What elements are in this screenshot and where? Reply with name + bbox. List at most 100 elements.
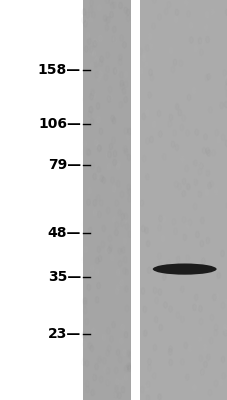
Circle shape — [93, 209, 96, 216]
Circle shape — [168, 349, 171, 355]
Circle shape — [91, 328, 95, 334]
Circle shape — [173, 16, 177, 22]
Circle shape — [202, 344, 206, 350]
Circle shape — [86, 32, 89, 39]
Circle shape — [116, 163, 119, 170]
Circle shape — [127, 128, 131, 134]
Circle shape — [198, 306, 201, 312]
Circle shape — [112, 159, 116, 166]
Circle shape — [179, 267, 182, 273]
Circle shape — [191, 88, 195, 94]
Circle shape — [215, 294, 218, 300]
Circle shape — [170, 141, 174, 148]
Circle shape — [168, 48, 172, 54]
Circle shape — [99, 128, 102, 134]
Circle shape — [95, 258, 99, 264]
Circle shape — [206, 150, 210, 156]
Circle shape — [195, 231, 198, 238]
Circle shape — [222, 324, 226, 331]
Circle shape — [118, 2, 122, 9]
Circle shape — [141, 55, 145, 62]
Circle shape — [205, 148, 209, 154]
Circle shape — [180, 156, 183, 162]
Circle shape — [113, 150, 116, 157]
Circle shape — [139, 200, 143, 206]
Circle shape — [94, 140, 98, 146]
Circle shape — [83, 140, 86, 147]
Text: 23—: 23— — [47, 328, 81, 342]
Circle shape — [188, 22, 192, 28]
Circle shape — [92, 50, 95, 57]
Bar — [83, 0, 131, 400]
Circle shape — [146, 240, 149, 247]
Circle shape — [91, 390, 94, 396]
Ellipse shape — [152, 264, 216, 275]
Circle shape — [93, 38, 96, 45]
Circle shape — [92, 174, 96, 180]
Text: 48—: 48— — [47, 226, 81, 240]
Circle shape — [117, 392, 121, 399]
Circle shape — [158, 324, 162, 331]
Circle shape — [157, 394, 161, 400]
Circle shape — [107, 152, 111, 158]
Circle shape — [149, 136, 153, 143]
Bar — [140, 0, 227, 400]
Text: 158—: 158— — [38, 62, 81, 76]
Circle shape — [113, 68, 116, 74]
Circle shape — [96, 172, 100, 179]
Circle shape — [96, 116, 100, 123]
Circle shape — [90, 265, 94, 272]
Circle shape — [216, 136, 220, 143]
Circle shape — [139, 68, 142, 74]
Circle shape — [193, 45, 197, 52]
Circle shape — [199, 240, 203, 247]
Circle shape — [186, 184, 189, 190]
Circle shape — [115, 379, 119, 385]
Circle shape — [161, 216, 165, 222]
Circle shape — [116, 269, 119, 276]
Circle shape — [92, 374, 96, 381]
Circle shape — [220, 250, 223, 257]
Circle shape — [120, 324, 124, 330]
Circle shape — [152, 121, 155, 127]
Circle shape — [197, 336, 201, 342]
Circle shape — [82, 9, 85, 15]
Circle shape — [123, 218, 126, 224]
Circle shape — [143, 330, 146, 336]
Circle shape — [122, 350, 126, 356]
Circle shape — [93, 41, 96, 47]
Circle shape — [188, 346, 191, 352]
Circle shape — [119, 280, 123, 286]
Text: 79—: 79— — [48, 158, 81, 172]
Circle shape — [102, 334, 105, 341]
Circle shape — [200, 370, 204, 376]
Circle shape — [216, 272, 220, 279]
Circle shape — [148, 33, 151, 40]
Circle shape — [115, 68, 118, 74]
Circle shape — [96, 103, 99, 109]
Circle shape — [98, 35, 102, 42]
Circle shape — [141, 52, 145, 58]
Circle shape — [84, 246, 87, 253]
Circle shape — [163, 302, 167, 308]
Circle shape — [175, 104, 178, 110]
Circle shape — [83, 18, 86, 24]
Circle shape — [204, 24, 207, 31]
Circle shape — [101, 177, 105, 183]
Circle shape — [143, 61, 147, 67]
Circle shape — [90, 118, 94, 125]
Circle shape — [218, 380, 222, 386]
Circle shape — [144, 227, 148, 234]
Circle shape — [89, 94, 93, 100]
Circle shape — [204, 189, 208, 196]
Circle shape — [160, 235, 164, 242]
Circle shape — [145, 110, 148, 116]
Circle shape — [185, 222, 189, 229]
Circle shape — [98, 256, 101, 262]
Circle shape — [120, 80, 123, 86]
Circle shape — [184, 0, 188, 6]
Circle shape — [94, 57, 98, 63]
Text: 106—: 106— — [38, 117, 81, 131]
Circle shape — [90, 62, 93, 69]
Circle shape — [86, 284, 90, 290]
